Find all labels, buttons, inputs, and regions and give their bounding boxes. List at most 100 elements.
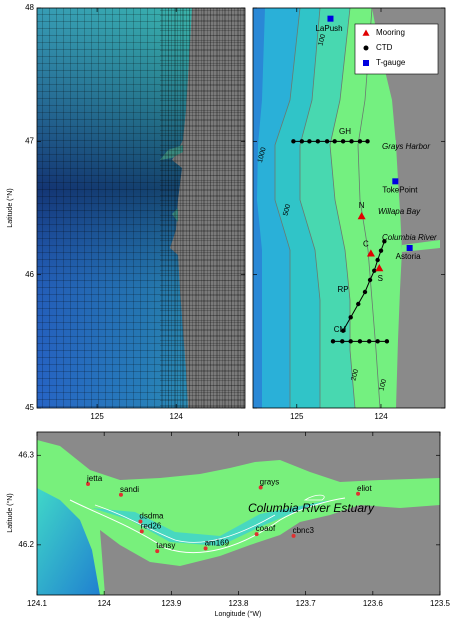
y-tick-label: 46 [25, 270, 34, 279]
station-label: tansy [156, 541, 175, 550]
y-tick-label: 47 [25, 136, 34, 145]
contour-label: 200 [350, 368, 360, 381]
station-label: grays [260, 478, 280, 487]
station [118, 492, 123, 497]
contour-label: 100 [317, 33, 327, 46]
station [356, 491, 361, 496]
ctd-station [382, 239, 387, 244]
ctd-station [340, 339, 345, 344]
ctd-station [307, 139, 312, 144]
station-label: dsdma [139, 512, 164, 521]
ctd-station [348, 339, 353, 344]
contour-label: 500 [282, 203, 292, 216]
y-axis-label: Latitude (°N) [6, 493, 14, 532]
x-tick-label: 125 [90, 412, 104, 421]
x-axis-label: Longitude (°W) [215, 610, 262, 618]
mooring [375, 264, 384, 272]
x-tick-label: 123.5 [430, 599, 450, 608]
tide-gauge-label: LaPush [315, 24, 342, 33]
station [139, 529, 144, 534]
x-tick-label: 125 [290, 412, 304, 421]
panel-frame [36, 7, 246, 409]
station-label: sandi [120, 485, 139, 494]
station-label: am169 [205, 539, 230, 548]
legend-symbol [363, 45, 369, 51]
mooring-label: N [359, 201, 365, 210]
place-label: Columbia River [382, 233, 437, 242]
station-label: jetta [86, 474, 103, 483]
y-tick-label: 46.3 [18, 450, 34, 459]
transect-label: GH [339, 127, 351, 136]
ctd-station [348, 315, 353, 320]
ctd-station [372, 268, 377, 273]
ctd-station [299, 139, 305, 144]
ctd-station [324, 139, 330, 144]
legend-label: T-gauge [376, 58, 406, 67]
x-tick-label: 123.6 [363, 599, 384, 608]
tide-gauge [406, 245, 413, 251]
station [203, 546, 208, 551]
tide-gauge-label: TokePoint [382, 185, 418, 194]
ctd-station [332, 139, 337, 144]
y-tick-label: 45 [25, 403, 34, 412]
mooring-label: S [378, 274, 383, 283]
station [258, 485, 263, 490]
contour-label: 100 [378, 378, 388, 391]
ctd-station [340, 139, 346, 144]
ctd-station [349, 139, 354, 144]
x-tick-label: 123.9 [161, 599, 182, 608]
x-tick-label: 123.8 [228, 599, 249, 608]
ctd-station [357, 139, 363, 144]
station [138, 519, 143, 524]
ctd-station [378, 248, 384, 253]
legend-symbol [362, 29, 370, 36]
mooring-label: C [363, 239, 369, 248]
mooring [366, 249, 375, 257]
ctd-station [340, 328, 346, 333]
ctd-station [362, 289, 368, 295]
y-tick-label: 46.2 [18, 540, 34, 549]
ctd-station [367, 339, 372, 344]
legend-symbol [363, 60, 369, 66]
station-label: coaof [256, 524, 276, 533]
transect-label: CM [334, 325, 347, 334]
station-label: red26 [141, 522, 162, 531]
ctd-station [365, 139, 370, 144]
mooring [357, 212, 366, 220]
place-label: Willapa Bay [378, 207, 421, 216]
panel-frame [252, 7, 446, 409]
station [86, 481, 91, 486]
x-tick-label: 124 [97, 599, 111, 608]
ctd-station [356, 301, 361, 307]
legend-label: Mooring [376, 28, 405, 37]
x-tick-label: 123.7 [296, 599, 317, 608]
place-label: Grays Harbor [382, 142, 430, 151]
station-label: cbnc3 [293, 526, 315, 535]
ctd-station [367, 277, 373, 283]
legend-label: CTD [376, 43, 393, 52]
tide-gauge-label: Astoria [396, 252, 421, 261]
ctd-station [357, 339, 363, 344]
bathymetry-map [253, 8, 445, 408]
ctd-station [315, 139, 321, 144]
ctd-station [375, 339, 380, 344]
tide-gauge [392, 178, 399, 185]
station [254, 532, 259, 537]
transect-label: RP [337, 285, 348, 294]
ctd-station [330, 339, 336, 344]
station [155, 549, 160, 554]
y-axis-label: Latitude (°N) [6, 188, 14, 227]
y-tick-label: 48 [25, 3, 34, 12]
station-label: eliot [357, 484, 372, 493]
ctd-station [291, 139, 296, 144]
tide-gauge [327, 15, 334, 22]
ctd-station [384, 339, 390, 344]
contour-label: 1000 [257, 147, 268, 164]
x-tick-label: 124.1 [27, 599, 48, 608]
map-title: Columbia River Estuary [248, 501, 375, 515]
ctd-station [375, 257, 380, 263]
x-tick-label: 124 [170, 412, 184, 421]
grid-map [37, 8, 245, 408]
estuary-map [37, 432, 440, 595]
